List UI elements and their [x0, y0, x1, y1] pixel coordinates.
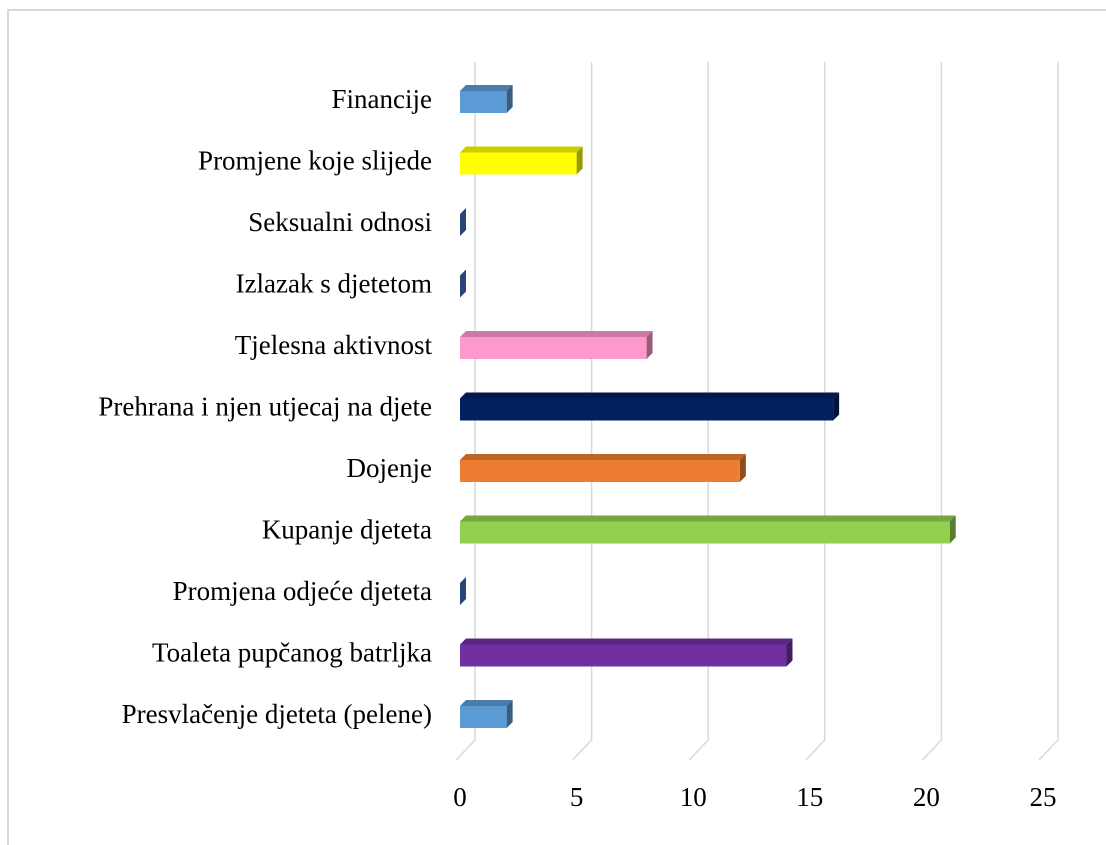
bar	[460, 85, 513, 113]
bar-front	[460, 460, 740, 482]
bar-top	[460, 515, 956, 522]
bar-side	[460, 577, 466, 605]
grid-line	[688, 62, 709, 761]
y-tick-label: Toaleta pupčanog batrljka	[152, 638, 432, 668]
y-tick-label: Promjene koje slijede	[198, 146, 432, 176]
x-tick-label: 5	[570, 782, 584, 812]
bar-front	[460, 521, 950, 544]
bar	[460, 700, 513, 728]
bar-top	[460, 638, 793, 645]
bar-front	[460, 337, 647, 359]
bar-top	[460, 146, 583, 153]
bar-side	[460, 208, 466, 236]
bar-front	[460, 152, 577, 175]
y-tick-label: Dojenje	[347, 453, 432, 483]
bar-side	[646, 331, 653, 359]
x-tick-label: 0	[453, 782, 467, 812]
bar-front	[460, 91, 507, 113]
bar-top	[460, 85, 513, 91]
bar-front	[460, 706, 507, 728]
bar-side	[576, 146, 583, 175]
grid-line	[455, 62, 476, 761]
grid-line	[805, 62, 826, 761]
bar-side	[460, 269, 466, 298]
y-tick-label: Prehrana i njen utjecaj na djete	[98, 392, 432, 422]
bar	[460, 331, 653, 359]
bar-side	[506, 85, 513, 113]
bar-side	[506, 700, 513, 728]
bar-front	[460, 398, 834, 421]
y-tick-label: Tjelesna aktivnost	[235, 330, 433, 360]
bar-side	[739, 454, 746, 482]
bar-top	[460, 700, 513, 706]
grid-line	[572, 62, 593, 761]
bar-side	[786, 638, 793, 667]
grid-line	[921, 62, 943, 761]
bar	[460, 269, 466, 298]
y-tick-label: Kupanje djeteta	[262, 515, 432, 545]
grid-line	[1038, 62, 1059, 761]
x-tick-label: 15	[796, 782, 823, 812]
bar	[460, 208, 466, 236]
bar	[460, 392, 840, 421]
y-tick-label: Seksualni odnosi	[248, 207, 432, 237]
bar-side	[833, 392, 840, 421]
bar	[460, 577, 466, 605]
bar-top	[460, 392, 840, 399]
y-tick-label: Izlazak s djetetom	[236, 269, 432, 299]
bar	[460, 146, 583, 175]
y-tick-label: Promjena odjeće djeteta	[173, 576, 432, 606]
bar	[460, 638, 793, 667]
x-tick-label: 10	[680, 782, 707, 812]
x-tick-label: 20	[913, 782, 940, 812]
bar-side	[949, 515, 956, 544]
bar-front	[460, 644, 787, 667]
x-tick-label: 25	[1030, 782, 1057, 812]
bar	[460, 515, 956, 544]
bar-top	[460, 331, 653, 337]
y-tick-label: Presvlačenje djeteta (pelene)	[122, 699, 432, 729]
y-tick-label: Financije	[332, 84, 432, 114]
bar-top	[460, 454, 746, 460]
chart-frame	[7, 9, 1106, 845]
bar	[460, 454, 746, 482]
